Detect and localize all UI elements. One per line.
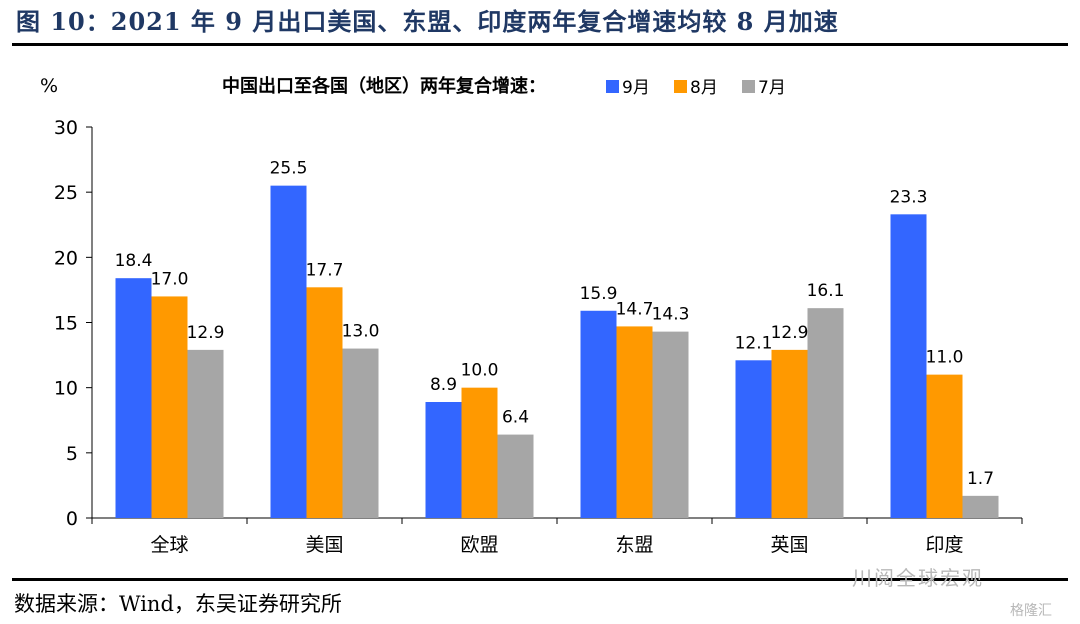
category-label: 欧盟 <box>460 534 498 556</box>
bar-1 <box>115 278 152 518</box>
bar-3 <box>187 349 224 518</box>
data-label: 6.4 <box>502 408 529 428</box>
bar-1 <box>425 402 462 518</box>
category-label: 东盟 <box>615 534 653 556</box>
data-label: 1.7 <box>967 469 994 489</box>
bar-3 <box>342 348 379 518</box>
bottom-rule <box>12 578 1068 581</box>
bar-2 <box>151 296 188 518</box>
bar-2 <box>926 374 963 518</box>
category-label: 英国 <box>770 534 808 556</box>
data-label: 12.9 <box>187 323 225 343</box>
bar-1 <box>890 214 927 518</box>
legend-label: 7月 <box>758 78 786 98</box>
bar-2 <box>771 349 808 518</box>
data-label: 23.3 <box>890 187 928 207</box>
data-label: 13.0 <box>342 322 380 342</box>
bar-1 <box>270 185 307 518</box>
data-label: 14.7 <box>616 299 654 319</box>
legend-label: 8月 <box>690 78 718 98</box>
y-axis-unit: % <box>40 75 58 97</box>
data-label: 10.0 <box>461 361 499 381</box>
y-tick-label: 10 <box>54 378 78 400</box>
bar-2 <box>461 387 498 518</box>
data-label: 8.9 <box>430 375 457 395</box>
bar-3 <box>497 434 534 518</box>
data-label: 18.4 <box>115 251 153 271</box>
legend-label: 9月 <box>622 78 650 98</box>
watermark-logo-text: 格隆汇 <box>1010 603 1052 619</box>
bar-1 <box>580 310 617 518</box>
data-label: 14.3 <box>652 305 690 325</box>
y-tick-label: 25 <box>54 182 78 204</box>
bar-3 <box>962 495 999 518</box>
category-label: 全球 <box>150 534 188 556</box>
data-label: 12.1 <box>735 333 773 353</box>
y-tick-label: 5 <box>66 443 78 465</box>
legend-swatch <box>742 80 755 93</box>
y-tick-label: 20 <box>54 247 78 269</box>
data-label: 17.0 <box>151 269 189 289</box>
watermark-text: 川阅全球宏观 <box>852 566 984 590</box>
bar-3 <box>652 331 689 518</box>
top-rule <box>12 43 1068 46</box>
data-label: 12.9 <box>771 323 809 343</box>
legend-swatch <box>674 80 687 93</box>
source-note: 数据来源：Wind，东吴证券研究所 <box>14 592 342 616</box>
figure-title: 图 10：2021 年 9 月出口美国、东盟、印度两年复合增速均较 8 月加速 <box>16 7 839 36</box>
bar-2 <box>616 326 653 518</box>
y-tick-label: 0 <box>66 508 78 530</box>
y-tick-label: 15 <box>54 313 78 335</box>
bar-2 <box>306 287 343 518</box>
data-label: 11.0 <box>926 348 964 368</box>
data-label: 16.1 <box>807 281 845 301</box>
y-tick-label: 30 <box>54 117 78 139</box>
chart-title: 中国出口至各国（地区）两年复合增速： <box>222 75 546 97</box>
bar-1 <box>735 360 772 518</box>
legend-swatch <box>606 80 619 93</box>
data-label: 17.7 <box>306 260 344 280</box>
bar-3 <box>807 308 844 518</box>
category-label: 美国 <box>305 534 343 556</box>
category-label: 印度 <box>925 534 963 556</box>
data-label: 15.9 <box>580 284 618 304</box>
data-label: 25.5 <box>270 159 308 179</box>
